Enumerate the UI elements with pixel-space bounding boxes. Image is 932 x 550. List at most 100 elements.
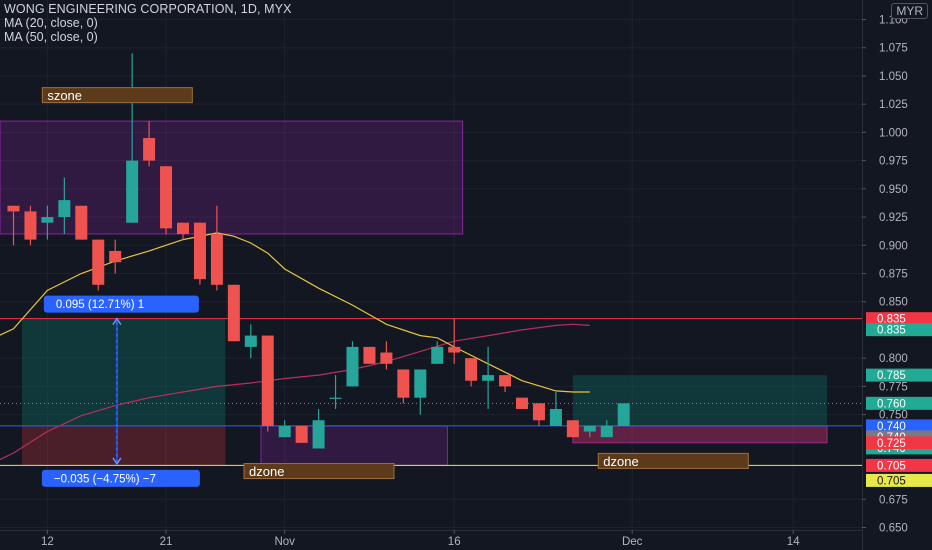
ma50-line[interactable] [0, 323, 590, 478]
candle[interactable] [143, 121, 156, 167]
candle-body[interactable] [210, 233, 223, 285]
price-tick-label[interactable]: 0.850 [879, 297, 908, 309]
candle-body[interactable] [363, 346, 376, 364]
price-tick-label[interactable]: 0.750 [879, 410, 908, 422]
candle[interactable] [380, 341, 393, 370]
candle[interactable] [465, 358, 478, 387]
candle-body[interactable] [346, 346, 359, 387]
candle[interactable] [7, 205, 20, 246]
time-tick-label[interactable]: 21 [160, 536, 173, 548]
price-tick-label[interactable]: 0.650 [879, 523, 908, 535]
candle-body[interactable] [143, 138, 156, 161]
candle[interactable] [499, 375, 512, 393]
time-tick-label[interactable]: Nov [274, 536, 295, 548]
candle[interactable] [312, 408, 325, 449]
candle-body[interactable] [227, 284, 240, 342]
candles[interactable] [7, 53, 630, 449]
candle[interactable] [363, 346, 376, 364]
candle-body[interactable] [109, 250, 122, 263]
candle[interactable] [414, 369, 427, 415]
candle-body[interactable] [566, 420, 579, 438]
candle-body[interactable] [177, 222, 189, 234]
candle[interactable] [193, 222, 206, 285]
candle[interactable] [92, 239, 105, 291]
candle-body[interactable] [58, 200, 71, 218]
candle-body[interactable] [193, 222, 206, 280]
candle-body[interactable] [465, 358, 478, 381]
time-tick-label[interactable]: 16 [448, 536, 461, 548]
candle-body[interactable] [499, 375, 512, 387]
candle[interactable] [617, 403, 630, 426]
candle-body[interactable] [75, 205, 88, 240]
candle[interactable] [600, 420, 613, 438]
candle-body[interactable] [380, 352, 393, 364]
price-tick-label[interactable]: 0.875 [879, 269, 908, 281]
candle[interactable] [346, 341, 359, 387]
candle[interactable] [516, 397, 528, 409]
price-tick-label[interactable]: 0.775 [879, 381, 908, 393]
time-tick-label[interactable]: Dec [622, 536, 643, 548]
candle[interactable] [227, 284, 240, 342]
candle[interactable] [24, 205, 37, 246]
candle[interactable] [75, 205, 88, 240]
currency-label[interactable]: MYR [891, 3, 928, 19]
price-axis[interactable]: 1.1001.0751.0501.0251.0000.9750.9500.925… [862, 0, 932, 550]
price-tick-label[interactable]: 0.975 [879, 156, 908, 168]
time-tick-label[interactable]: 14 [787, 536, 800, 548]
candle-body[interactable] [92, 239, 105, 285]
candle-body[interactable] [549, 408, 562, 426]
candle-body[interactable] [516, 397, 528, 409]
price-tick-label[interactable]: 0.925 [879, 212, 908, 224]
candle-body[interactable] [24, 211, 37, 240]
indicator-ma20[interactable]: MA (20, close, 0) [4, 16, 98, 30]
candle[interactable] [549, 392, 562, 426]
price-tick-label[interactable]: 1.075 [879, 43, 908, 55]
candle-body[interactable] [261, 335, 274, 426]
candle-body[interactable] [448, 346, 461, 353]
candle-body[interactable] [431, 346, 444, 364]
candle[interactable] [177, 222, 189, 240]
time-tick-label[interactable]: 12 [41, 536, 54, 548]
candle-body[interactable] [312, 420, 325, 449]
price-tick-label[interactable]: 0.950 [879, 184, 908, 196]
candle-body[interactable] [295, 425, 308, 443]
candle[interactable] [583, 425, 596, 438]
time-axis[interactable]: 12 21 Nov 16 Dec 14 [0, 530, 862, 550]
candle-body[interactable] [583, 425, 596, 432]
candle[interactable] [482, 346, 495, 409]
candle[interactable] [126, 53, 139, 223]
candle-body[interactable] [482, 375, 495, 381]
candle[interactable] [109, 239, 122, 274]
candle[interactable] [278, 420, 291, 438]
candle[interactable] [532, 403, 545, 426]
candle-body[interactable] [126, 160, 139, 223]
candle[interactable] [448, 318, 461, 364]
candle-body[interactable] [329, 397, 342, 399]
candle[interactable] [210, 205, 223, 291]
candle[interactable] [329, 375, 342, 409]
measure-tool[interactable]: 0.095 (12.71%) 1 −0.035 (−4.75%) −7 [41, 295, 200, 487]
candle[interactable] [261, 335, 274, 432]
candle[interactable] [431, 341, 444, 364]
candle-body[interactable] [414, 369, 427, 398]
candle-body[interactable] [244, 335, 257, 347]
candle[interactable] [295, 425, 308, 443]
candle-body[interactable] [617, 403, 630, 426]
price-tick-label[interactable]: 1.000 [879, 127, 908, 139]
candle-body[interactable] [7, 205, 20, 212]
price-tick-label[interactable]: 0.675 [879, 494, 908, 506]
price-tick-label[interactable]: 1.025 [879, 99, 908, 111]
candle[interactable] [244, 324, 257, 359]
candle-body[interactable] [160, 166, 173, 229]
candle[interactable] [566, 420, 579, 438]
candle-body[interactable] [278, 425, 291, 438]
candle[interactable] [397, 369, 410, 404]
candle[interactable] [58, 177, 71, 234]
candle-body[interactable] [397, 369, 410, 398]
candle-body[interactable] [41, 217, 54, 223]
indicator-ma50[interactable]: MA (50, close, 0) [4, 30, 98, 44]
candle-body[interactable] [532, 403, 545, 421]
symbol-title[interactable]: WONG ENGINEERING CORPORATION, 1D, MYX [4, 2, 292, 16]
price-tick-label[interactable]: 0.900 [879, 240, 908, 252]
